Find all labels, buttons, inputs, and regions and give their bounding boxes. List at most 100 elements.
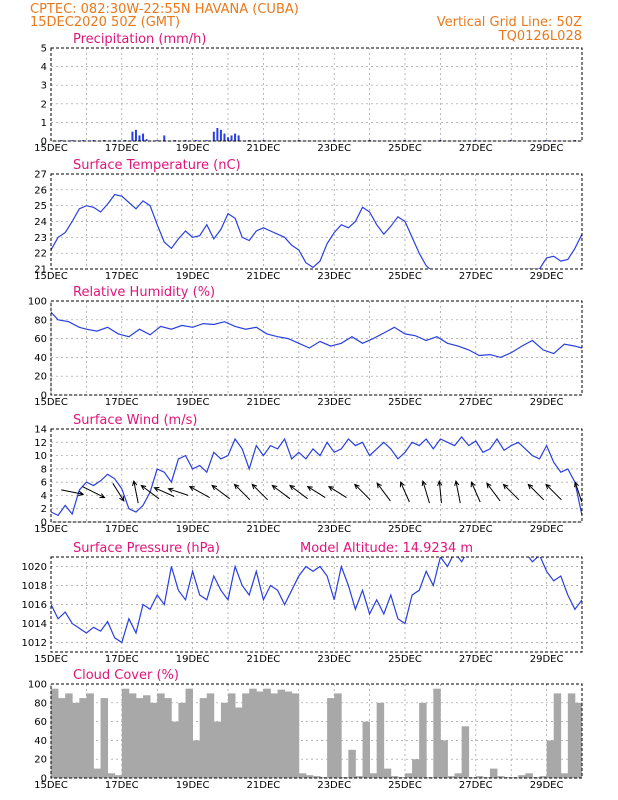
cloud-bar [185, 688, 193, 778]
cloud-bar [390, 776, 399, 778]
x-tick-label: 21DEC [247, 397, 281, 408]
cloud-bar [546, 740, 555, 778]
precip-bar [230, 135, 233, 141]
wind-arrow [574, 481, 582, 503]
y-tick-label: 0 [41, 391, 47, 402]
cloud-bar [440, 740, 448, 778]
y-tick-label: 5 [41, 44, 47, 55]
cloud-bar [497, 776, 505, 778]
cloud-bar [72, 702, 80, 778]
wind-arrow [140, 484, 160, 500]
wind-arrow [61, 489, 85, 497]
precip-bar [145, 139, 148, 141]
y-tick-label: 3 [41, 81, 47, 92]
wind-arrow [211, 484, 230, 500]
precip-bar [545, 140, 548, 141]
y-tick-label: 0 [41, 518, 47, 529]
y-tick-label: 1018 [22, 581, 47, 592]
cloud-bar [157, 693, 165, 778]
cloud-bar [249, 688, 257, 778]
cloud-bar [454, 773, 463, 778]
cloud-bar [489, 768, 498, 778]
cloud-bar [525, 773, 533, 778]
x-tick-label: 17DEC [105, 524, 139, 535]
y-tick-label: 1014 [22, 619, 47, 630]
wind-data [51, 436, 582, 517]
panel-title: Surface Pressure (hPa) [73, 541, 220, 556]
cloud-bar [164, 698, 172, 778]
x-tick-label: 29DEC [530, 524, 564, 535]
x-tick-label: 15DEC [34, 397, 68, 408]
y-tick-label: 14 [34, 425, 47, 436]
x-tick-label: 27DEC [459, 143, 493, 154]
wind-arrow [486, 482, 501, 502]
x-tick-label: 29DEC [530, 143, 564, 154]
precip-bar [163, 135, 166, 141]
x-tick-label: 23DEC [317, 143, 351, 154]
cloud-bar [256, 691, 264, 778]
panel-cloud: 0 20 40 60 80 100 15DEC 17DEC 19DEC 21DEC 23DEC 25D… [28, 668, 583, 791]
panel-frame [50, 300, 583, 396]
precip-bar [138, 135, 141, 141]
cloud-bar [539, 776, 547, 778]
x-tick-label: 27DEC [459, 271, 493, 282]
cloud-bar [327, 698, 335, 778]
precip-bar [212, 131, 215, 141]
x-tick-label: 15DEC [34, 524, 68, 535]
cloud-bar [376, 702, 385, 778]
x-tick-label: 21DEC [247, 143, 281, 154]
cloud-bar [475, 776, 484, 778]
y-tick-label: 80 [34, 315, 47, 326]
cloud-bar [348, 749, 356, 778]
precip-bar [237, 135, 240, 141]
y-tick-label: 1020 [22, 562, 47, 573]
cloud-bar [355, 776, 363, 778]
rh-data [51, 311, 582, 359]
cloud-bar [461, 726, 470, 778]
y-tick-label: 20 [34, 372, 47, 383]
cloud-bar [235, 707, 243, 778]
y-tick-label: 21 [34, 265, 47, 276]
x-tick-label: 19DEC [176, 271, 210, 282]
y-tick-label: 1016 [22, 600, 47, 611]
x-tick-label: 23DEC [317, 271, 351, 282]
y-tick-label: 24 [34, 217, 47, 228]
precip-bar [131, 131, 134, 141]
x-tick-label: 29DEC [530, 654, 564, 665]
cloud-bar [419, 702, 427, 778]
x-tick-label: 15DEC [34, 271, 68, 282]
y-tick-label: 40 [34, 353, 47, 364]
cloud-bar [213, 721, 222, 778]
temp-line [51, 193, 582, 269]
cloud-bar [362, 721, 370, 778]
x-tick-label: 19DEC [176, 143, 210, 154]
x-tick-label: 19DEC [176, 654, 210, 665]
x-tick-label: 15DEC [34, 143, 68, 154]
x-tick-label: 25DEC [388, 143, 422, 154]
wind-arrow [470, 481, 481, 503]
y-tick-label: 1 [41, 118, 47, 129]
x-tick-label: 29DEC [530, 397, 564, 408]
wind-arrow [82, 486, 106, 499]
x-tick-label: 25DEC [388, 654, 422, 665]
pressure-data [51, 557, 582, 644]
y-tick-label: 2 [41, 99, 47, 110]
cloud-bar [228, 693, 236, 778]
cloud-bar [143, 695, 151, 778]
y-tick-label: 23 [34, 233, 47, 244]
cloud-bar [65, 693, 73, 778]
y-tick-label: 60 [34, 717, 47, 728]
cloud-bar [383, 768, 392, 778]
y-tick-label: 2 [41, 504, 47, 515]
cloud-bar [86, 693, 94, 778]
y-tick-label: 4 [41, 491, 47, 502]
y-tick-label: 1012 [22, 638, 47, 649]
wind-arrow [399, 481, 410, 503]
x-tick-label: 23DEC [317, 524, 351, 535]
x-tick-label: 21DEC [247, 524, 281, 535]
y-tick-label: 20 [34, 755, 47, 766]
panel-frame [50, 556, 583, 653]
header-location: CPTEC: 082:30W-22:55N HAVANA (CUBA) [30, 2, 299, 17]
cloud-bar [107, 773, 116, 778]
